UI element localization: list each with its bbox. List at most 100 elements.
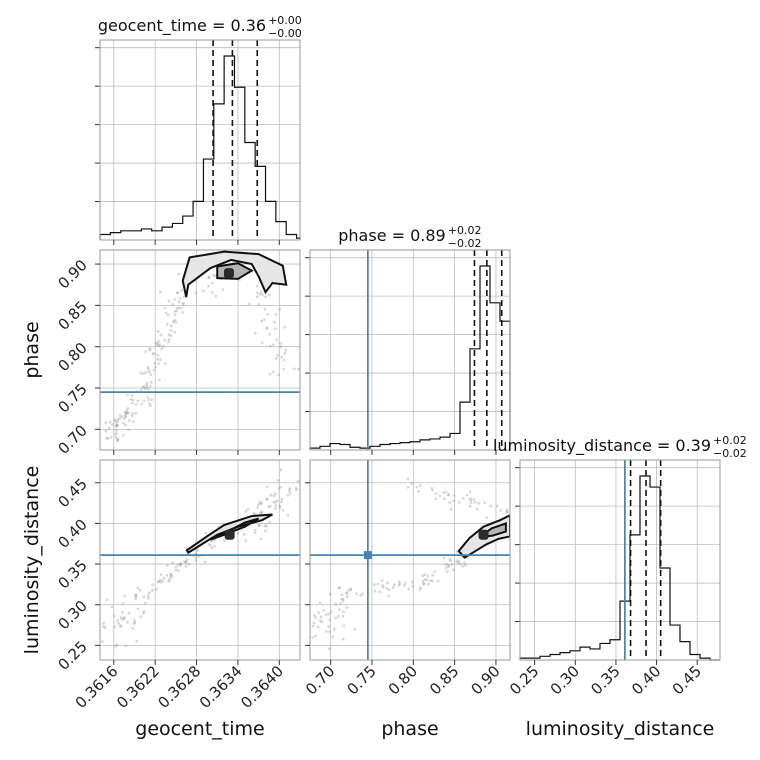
- y-tick-label: 0.40: [54, 516, 90, 552]
- sample-point: [127, 419, 131, 422]
- sample-point: [263, 318, 266, 322]
- sample-point: [443, 497, 446, 501]
- sample-point: [207, 284, 210, 288]
- sample-point: [318, 619, 322, 623]
- sample-point: [149, 373, 153, 377]
- sample-point: [469, 501, 473, 505]
- sample-point: [124, 412, 128, 416]
- sample-point: [252, 512, 256, 515]
- sample-point: [274, 500, 277, 504]
- sample-point: [264, 295, 268, 299]
- sample-point: [179, 561, 183, 565]
- sample-point: [102, 621, 106, 625]
- sample-point: [194, 559, 198, 562]
- sample-point: [139, 388, 143, 392]
- sample-point: [294, 486, 298, 490]
- sample-point: [124, 415, 127, 418]
- sample-point: [328, 630, 331, 634]
- sample-point: [338, 586, 341, 590]
- sample-point: [125, 411, 128, 415]
- sample-point: [127, 428, 131, 432]
- y-tick-label: 0.75: [54, 380, 90, 416]
- sample-point: [208, 544, 212, 547]
- sample-point: [130, 414, 134, 418]
- sample-point: [210, 539, 214, 543]
- sample-point: [159, 580, 163, 584]
- sample-point: [110, 605, 114, 609]
- sample-point: [341, 614, 345, 618]
- y-tick-label: 0.90: [54, 256, 90, 292]
- sample-point: [419, 586, 423, 590]
- sample-point: [194, 556, 198, 560]
- sample-point: [148, 348, 152, 352]
- sample-point: [265, 326, 269, 330]
- sample-point: [311, 624, 315, 628]
- sample-point: [115, 424, 119, 428]
- sample-point: [134, 594, 137, 598]
- sample-point: [472, 498, 476, 501]
- sample-point: [114, 644, 118, 648]
- sample-point: [121, 434, 125, 437]
- sample-point: [489, 504, 493, 508]
- sample-point: [311, 636, 314, 639]
- sample-point: [333, 627, 336, 631]
- title-lower-error: −0.02: [713, 447, 747, 460]
- sample-point: [279, 485, 283, 489]
- sample-point: [269, 493, 273, 497]
- sample-point: [134, 402, 138, 406]
- sample-point: [271, 370, 275, 374]
- peak-marker: [478, 529, 489, 540]
- title-text: luminosity_distance = 0.39: [493, 436, 711, 456]
- title-lower-error: −0.00: [268, 27, 302, 40]
- sample-point: [123, 410, 127, 414]
- sample-point: [184, 560, 188, 564]
- y-tick-label: 0.85: [54, 297, 90, 333]
- sample-point: [148, 404, 152, 408]
- sample-point: [123, 414, 127, 418]
- sample-point: [236, 531, 240, 535]
- y-tick-label: 0.30: [54, 597, 90, 633]
- sample-point: [461, 496, 465, 500]
- sample-point: [499, 508, 503, 512]
- sample-point: [320, 620, 324, 624]
- sample-point: [158, 578, 162, 582]
- x-tick-label: 0.35: [587, 662, 623, 698]
- sample-point: [337, 608, 341, 611]
- sample-point: [267, 505, 271, 508]
- sample-point: [169, 334, 173, 338]
- sample-point: [444, 490, 448, 494]
- sample-point: [272, 500, 276, 504]
- y-tick-label: 0.45: [54, 475, 90, 511]
- sample-point: [444, 566, 448, 570]
- truth-marker: [363, 551, 372, 560]
- sample-point: [473, 500, 477, 504]
- sample-point: [212, 273, 216, 277]
- sample-point: [173, 310, 177, 313]
- sample-point: [279, 345, 283, 349]
- hist-panel-geocent_time: geocent_time = 0.36 +0.00−0.00: [95, 14, 302, 245]
- sample-point: [116, 418, 120, 422]
- sample-point: [179, 564, 183, 567]
- sample-point: [253, 528, 257, 532]
- sample-point: [411, 584, 415, 588]
- sample-point: [147, 368, 151, 371]
- title-text: geocent_time = 0.36: [98, 16, 266, 36]
- sample-point: [312, 621, 316, 625]
- sample-point: [378, 590, 382, 594]
- sample-point: [161, 579, 164, 583]
- title-upper-error: +0.00: [268, 14, 302, 27]
- sample-point: [174, 320, 178, 324]
- sample-point: [121, 421, 125, 425]
- sample-point: [483, 501, 487, 504]
- sample-point: [334, 616, 338, 620]
- sample-point: [372, 583, 376, 587]
- sample-point: [152, 352, 156, 356]
- sample-point: [146, 387, 150, 391]
- panel-frame: [309, 459, 511, 661]
- sample-point: [242, 532, 246, 536]
- sample-point: [177, 300, 181, 304]
- sample-point: [505, 510, 509, 514]
- sample-point: [441, 491, 445, 495]
- sample-point: [468, 490, 472, 493]
